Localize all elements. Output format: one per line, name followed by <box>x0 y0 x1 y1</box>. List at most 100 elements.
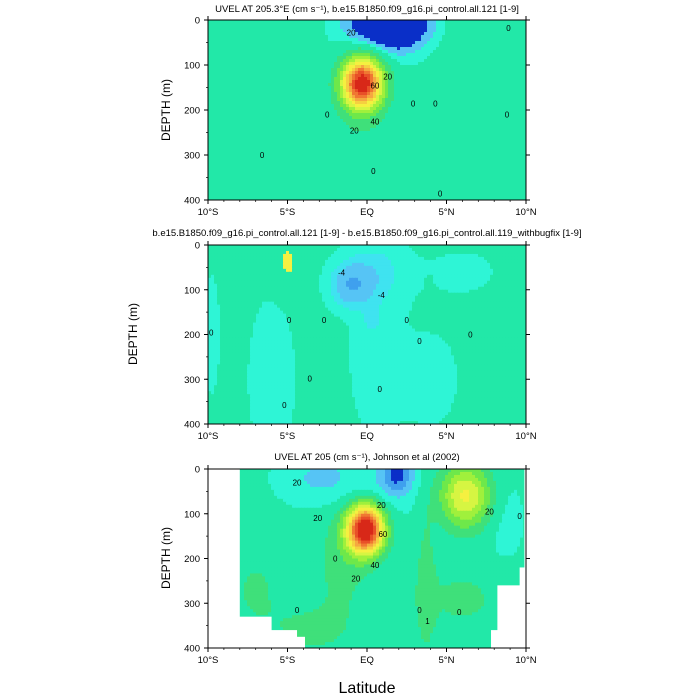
contour-cell <box>220 56 224 60</box>
contour-cell <box>466 23 470 27</box>
contour-cell <box>331 131 335 135</box>
contour-cell <box>331 155 335 159</box>
contour-cell <box>277 101 281 105</box>
contour-cell <box>514 122 518 126</box>
contour-cell <box>241 155 245 159</box>
contour-cell <box>328 38 332 42</box>
contour-cell <box>274 146 278 150</box>
contour-cell <box>265 92 269 96</box>
contour-cell <box>223 20 227 24</box>
contour-cell <box>484 71 488 75</box>
contour-cell <box>493 74 497 78</box>
contour-cell <box>478 119 482 123</box>
contour-cell <box>487 155 491 159</box>
contour-cell <box>271 113 275 117</box>
contour-cell <box>328 122 332 126</box>
contour-cell <box>439 155 443 159</box>
contour-cell <box>409 80 413 84</box>
contour-cell <box>238 95 242 99</box>
contour-cell <box>517 74 521 78</box>
contour-cell <box>445 41 449 45</box>
contour-cell <box>517 32 521 36</box>
contour-cell <box>259 23 263 27</box>
contour-cell <box>289 23 293 27</box>
contour-cell <box>241 92 245 96</box>
contour-cell <box>265 47 269 51</box>
contour-cell <box>484 77 488 81</box>
contour-cell <box>493 65 497 69</box>
contour-cell <box>391 122 395 126</box>
contour-cell <box>508 41 512 45</box>
contour-cell <box>256 140 260 144</box>
contour-cell <box>328 65 332 69</box>
contour-cell <box>493 83 497 87</box>
contour-cell <box>382 62 386 66</box>
contour-cell <box>298 98 302 102</box>
contour-cell <box>400 140 404 144</box>
contour-cell <box>259 107 263 111</box>
contour-cell <box>496 50 500 54</box>
contour-cell <box>511 74 515 78</box>
contour-cell <box>478 134 482 138</box>
contour-cell <box>232 110 236 114</box>
contour-cell <box>307 32 311 36</box>
contour-cell <box>424 152 428 156</box>
contour-cell <box>490 65 494 69</box>
contour-cell <box>307 155 311 159</box>
contour-cell <box>508 86 512 90</box>
contour-cell <box>397 134 401 138</box>
contour-cell <box>310 113 314 117</box>
contour-cell <box>514 35 518 39</box>
contour-cell <box>370 119 374 123</box>
contour-cell <box>253 155 257 159</box>
contour-cell <box>268 152 272 156</box>
contour-cell <box>310 35 314 39</box>
contour-cell <box>520 143 524 147</box>
contour-cell <box>442 83 446 87</box>
contour-cell <box>400 92 404 96</box>
contour-cell <box>304 26 308 30</box>
contour-cell <box>220 152 224 156</box>
contour-cell <box>457 128 461 132</box>
contour-cell <box>475 149 479 153</box>
contour-cell <box>379 158 383 162</box>
contour-cell <box>289 77 293 81</box>
contour-cell <box>511 44 515 48</box>
contour-cell <box>256 134 260 138</box>
contour-cell <box>283 98 287 102</box>
contour-cell <box>493 137 497 141</box>
contour-cell <box>316 65 320 69</box>
contour-cell <box>394 86 398 90</box>
contour-cell <box>229 122 233 126</box>
contour-cell <box>391 65 395 69</box>
contour-cell <box>313 32 317 36</box>
contour-cell <box>421 41 425 45</box>
contour-cell <box>226 74 230 78</box>
contour-cell <box>463 119 467 123</box>
contour-cell <box>367 104 371 108</box>
contour-cell <box>229 50 233 54</box>
contour-cell <box>361 41 365 45</box>
contour-cell <box>514 152 518 156</box>
contour-cell <box>289 116 293 120</box>
contour-cell <box>298 158 302 162</box>
contour-cell <box>319 20 323 24</box>
contour-cell <box>307 125 311 129</box>
contour-cell <box>280 86 284 90</box>
contour-cell <box>265 140 269 144</box>
contour-cell <box>247 113 251 117</box>
contour-cell <box>301 32 305 36</box>
contour-cell <box>277 86 281 90</box>
contour-cell <box>466 104 470 108</box>
contour-cell <box>361 56 365 60</box>
contour-cell <box>271 56 275 60</box>
contour-cell <box>406 101 410 105</box>
contour-cell <box>265 149 269 153</box>
contour-cell <box>343 35 347 39</box>
contour-cell <box>235 104 239 108</box>
contour-cell <box>343 113 347 117</box>
contour-cell <box>217 113 221 117</box>
contour-cell <box>373 68 377 72</box>
contour-cell <box>280 38 284 42</box>
contour-cell <box>310 104 314 108</box>
